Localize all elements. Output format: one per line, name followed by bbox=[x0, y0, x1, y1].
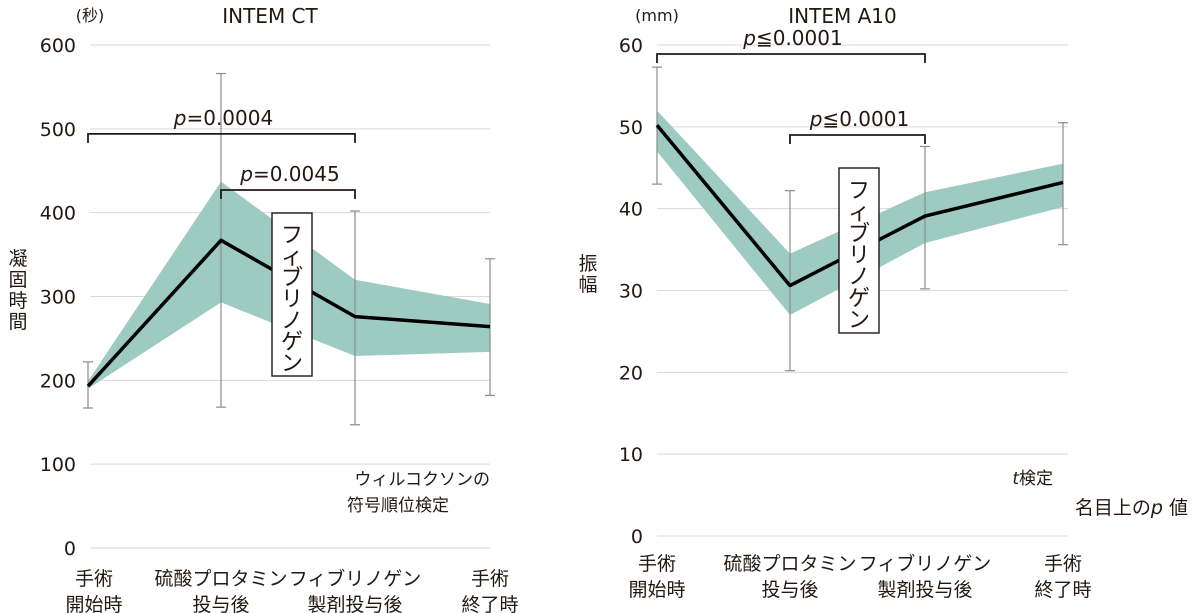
chart-title: INTEM A10 bbox=[788, 4, 896, 28]
y-axis-label: 固 bbox=[8, 269, 27, 291]
x-category-label: 投与後 bbox=[192, 594, 249, 613]
y-tick-label: 0 bbox=[64, 538, 76, 560]
p-value-label: p≦0.0001 bbox=[742, 26, 842, 50]
y-axis-label: 幅 bbox=[578, 274, 597, 296]
annotation-char: ゲ bbox=[281, 330, 303, 355]
y-axis-unit: (秒) bbox=[76, 6, 105, 25]
x-category-label: 手術 bbox=[638, 553, 676, 575]
y-tick-label: 600 bbox=[40, 35, 76, 57]
annotation-box bbox=[838, 167, 880, 334]
x-category-label: 硫酸プロタミン bbox=[154, 568, 287, 590]
y-axis-label: 間 bbox=[8, 311, 27, 333]
test-note: ウィルコクソンの bbox=[354, 470, 490, 490]
x-category-label: 開始時 bbox=[628, 579, 685, 601]
footnote-nominal-p: 名目上のp 値 bbox=[1075, 497, 1188, 519]
x-category-label: 手術 bbox=[75, 568, 113, 590]
p-value-label: p=0.0004 bbox=[173, 106, 273, 130]
y-tick-label: 20 bbox=[619, 362, 643, 384]
y-tick-label: 10 bbox=[619, 444, 643, 466]
y-axis-label: 時 bbox=[8, 290, 27, 312]
annotation-char: ブ bbox=[848, 222, 870, 247]
y-tick-label: 400 bbox=[40, 203, 76, 225]
annotation-char: フ bbox=[281, 224, 303, 249]
y-tick-label: 60 bbox=[619, 35, 643, 57]
y-tick-label: 500 bbox=[40, 119, 76, 141]
annotation-char: リ bbox=[281, 288, 303, 313]
y-axis-label: 凝 bbox=[8, 248, 27, 270]
annotation-char: ブ bbox=[281, 266, 303, 291]
annotation-char: リ bbox=[848, 244, 870, 269]
significance-bracket bbox=[656, 53, 926, 64]
test-note: t検定 bbox=[1012, 469, 1053, 489]
significance-bracket bbox=[789, 134, 926, 145]
annotation-char: ゲ bbox=[848, 287, 870, 312]
x-category-label: 手術 bbox=[1044, 553, 1082, 575]
annotation-char: ン bbox=[848, 308, 870, 333]
annotation-char: ン bbox=[281, 351, 303, 376]
y-tick-label: 40 bbox=[619, 199, 643, 221]
annotation-box bbox=[271, 212, 313, 377]
chart-title: INTEM CT bbox=[222, 4, 318, 28]
x-category-label: 投与後 bbox=[761, 579, 818, 601]
annotation-char: ィ bbox=[281, 245, 303, 270]
confidence-band bbox=[657, 110, 1063, 316]
y-tick-label: 200 bbox=[40, 370, 76, 392]
y-tick-label: 30 bbox=[619, 281, 643, 303]
x-category-label: フィブリノゲン bbox=[859, 552, 992, 575]
x-category-label: 製剤投与後 bbox=[877, 579, 972, 601]
annotation-char: ノ bbox=[848, 265, 870, 290]
p-value-label: p=0.0045 bbox=[239, 162, 339, 186]
significance-bracket bbox=[87, 132, 356, 143]
x-category-label: 手術 bbox=[471, 568, 509, 590]
y-tick-label: 0 bbox=[631, 526, 643, 548]
p-value-label: p≦0.0001 bbox=[809, 107, 909, 131]
x-category-label: 終了時 bbox=[1034, 579, 1091, 601]
x-category-label: 硫酸プロタミン bbox=[723, 553, 856, 575]
x-category-label: 開始時 bbox=[65, 594, 122, 613]
annotation-char: フ bbox=[848, 179, 870, 204]
annotation-char: ィ bbox=[848, 200, 870, 225]
y-tick-label: 300 bbox=[40, 287, 76, 309]
y-axis-unit: (mm) bbox=[635, 6, 679, 25]
significance-bracket bbox=[220, 189, 356, 200]
x-category-label: フィブリノゲン bbox=[289, 567, 422, 590]
test-note: 符号順位検定 bbox=[347, 496, 449, 516]
x-category-label: 製剤投与後 bbox=[307, 594, 402, 613]
y-axis-label: 振 bbox=[578, 253, 597, 275]
y-tick-label: 100 bbox=[40, 454, 76, 476]
y-tick-label: 50 bbox=[619, 117, 643, 139]
chart-panel-intem-a10: 0 10 20 30 40 50 60 INTEM A10 (mm) 振幅 p≦0.0001 p≦0.… bbox=[578, 4, 1091, 601]
x-category-label: 終了時 bbox=[461, 594, 518, 613]
annotation-char: ノ bbox=[281, 309, 303, 334]
